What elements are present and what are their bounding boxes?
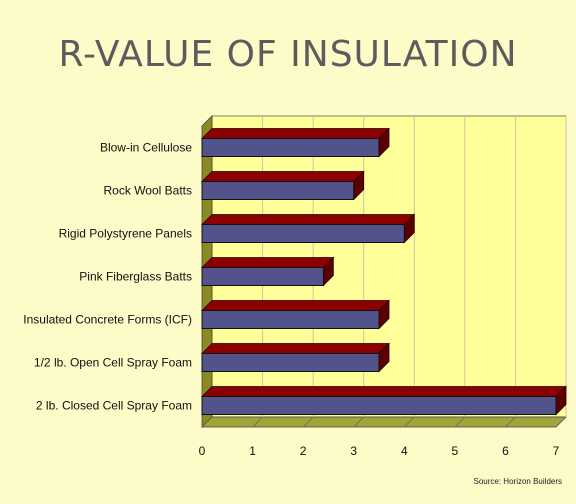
bar (201, 353, 380, 372)
category-label: Rigid Polystyrene Panels (59, 227, 192, 241)
bar-top-face (201, 171, 365, 182)
floor-gridline (201, 416, 213, 428)
bar-top-face (201, 257, 335, 268)
x-tick-label: 7 (553, 444, 560, 458)
bar-top-face (201, 128, 390, 139)
bar (201, 267, 324, 286)
category-label: Rock Wool Batts (104, 184, 192, 198)
bar-top-face (201, 214, 416, 225)
bar-top-face (201, 343, 390, 354)
floor-gridline (555, 416, 567, 428)
x-tick-label: 1 (249, 444, 256, 458)
floor-gridline (505, 416, 516, 428)
category-label: Pink Fiberglass Batts (79, 270, 192, 284)
floor-gridline (454, 416, 466, 428)
x-tick-label: 0 (199, 444, 206, 458)
bar (201, 396, 557, 415)
category-label: 2 lb. Closed Cell Spray Foam (36, 399, 192, 413)
plot-floor (201, 416, 567, 428)
x-tick-label: 2 (300, 444, 307, 458)
bar (201, 310, 380, 329)
x-tick-label: 6 (502, 444, 509, 458)
bar (201, 224, 405, 243)
bar-top-face (201, 300, 390, 311)
bar (201, 181, 355, 200)
category-label: Blow-in Cellulose (100, 141, 192, 155)
chart-title: R-VALUE OF INSULATION (58, 34, 518, 75)
bar-top-face (201, 386, 567, 397)
bar (201, 138, 380, 157)
category-label: Insulated Concrete Forms (ICF) (23, 313, 192, 327)
floor-gridline (404, 416, 415, 428)
floor-gridline (252, 416, 263, 428)
x-tick-label: 5 (452, 444, 459, 458)
floor-gridline (353, 416, 364, 428)
category-label: 1/2 lb. Open Cell Spray Foam (34, 356, 192, 370)
x-tick-label: 4 (401, 444, 408, 458)
floor-gridline (302, 416, 314, 428)
x-tick-label: 3 (350, 444, 357, 458)
source-note: Source: Horizon Builders (473, 477, 562, 486)
